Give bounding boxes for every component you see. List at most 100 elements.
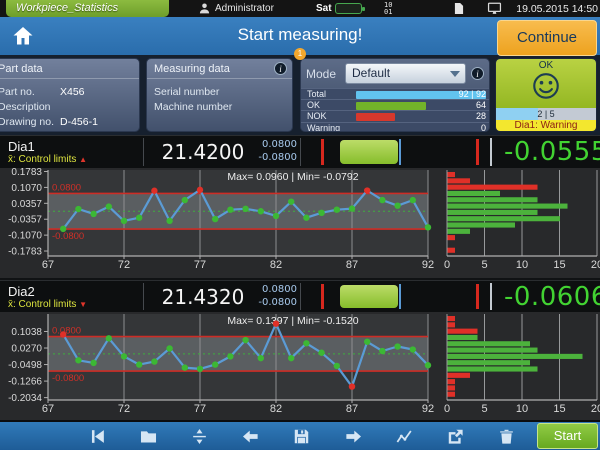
measuring-data-header: Measuring data i xyxy=(147,59,292,79)
stat-row-nok: NOK 28 xyxy=(301,110,489,122)
part-data-panel: Part data Part no. X456 Description Draw… xyxy=(0,58,140,132)
info-panels-row: Part data Part no. X456 Description Draw… xyxy=(0,55,600,135)
trend-chart-button[interactable] xyxy=(392,424,416,448)
arrow-left-button[interactable] xyxy=(239,424,263,448)
svg-text:15: 15 xyxy=(553,403,565,415)
svg-text:77: 77 xyxy=(194,403,206,415)
trend-up-icon: ▲ xyxy=(79,155,88,164)
drawing-no-value: D-456-1 xyxy=(60,116,98,128)
folder-icon xyxy=(141,430,157,442)
mode-panel: Mode Default i Total 92 | 92 OK 64 xyxy=(300,58,490,132)
delete-icon xyxy=(500,429,513,444)
export-button[interactable] xyxy=(443,424,467,448)
user-icon xyxy=(199,3,210,14)
save-button[interactable] xyxy=(290,424,314,448)
svg-text:0.1783: 0.1783 xyxy=(11,168,42,178)
start-button[interactable]: Start xyxy=(537,423,598,449)
svg-text:0: 0 xyxy=(444,403,450,415)
mode-row: Mode Default i xyxy=(301,59,489,88)
svg-text:0.0270: 0.0270 xyxy=(11,344,42,355)
home-icon xyxy=(13,27,33,45)
svg-text:0.0800: 0.0800 xyxy=(52,182,81,193)
mode-info-icon[interactable]: i xyxy=(471,67,484,80)
tab-workpiece-statistics[interactable]: Workpiece_Statistics xyxy=(6,0,169,17)
battery-icon xyxy=(334,3,365,14)
delete-button[interactable] xyxy=(494,424,518,448)
fit-vertical-icon xyxy=(193,428,207,444)
svg-text:Max= 0.0960 | Min= -0.0792: Max= 0.0960 | Min= -0.0792 xyxy=(227,171,358,183)
dia2-value-bar xyxy=(340,285,398,308)
user-indicator[interactable]: Administrator xyxy=(198,0,274,17)
svg-text:-0.0800: -0.0800 xyxy=(52,231,84,242)
io-status-icon[interactable]: 10 01 xyxy=(384,0,393,16)
dia1-trend-chart: 0.0800 -0.0800 0.1783 0.1070 0.0357 -0.0357 -0… xyxy=(8,168,600,271)
arrow-right-icon xyxy=(345,430,361,442)
machine-number-row: Machine number xyxy=(154,101,233,113)
stat-row-ok: OK 64 xyxy=(301,99,489,111)
svg-text:77: 77 xyxy=(194,259,206,271)
warning-message: Dia1: Warning xyxy=(496,120,596,131)
arrow-right-button[interactable] xyxy=(341,424,365,448)
measuring-data-info-icon[interactable]: i xyxy=(274,62,287,75)
battery-day-label: Sat xyxy=(316,3,332,14)
dia2-measured-value: 21.4320 xyxy=(161,285,245,309)
svg-text:20: 20 xyxy=(591,403,600,415)
system-bar: Workpiece_Statistics Administrator Sat 1… xyxy=(0,0,600,17)
nok-bar xyxy=(356,112,395,121)
fit-vertical-button[interactable] xyxy=(188,424,212,448)
svg-text:10: 10 xyxy=(516,403,528,415)
drawing-no-row: Drawing no. D-456-1 xyxy=(0,116,98,128)
svg-text:92: 92 xyxy=(422,259,434,271)
dia1-tolerance-indicator xyxy=(300,136,490,168)
home-button[interactable] xyxy=(10,24,36,48)
dia1-value-bar xyxy=(340,140,398,164)
export-icon xyxy=(448,429,463,444)
measurement-row-dia2: Dia2 x̄: Control limits ▼ 21.4320 0.0800… xyxy=(0,280,600,312)
total-bar xyxy=(356,90,486,99)
svg-text:72: 72 xyxy=(118,259,130,271)
datetime-display: 19.05.2015 14:50 xyxy=(516,2,598,15)
ok-bar xyxy=(356,101,427,110)
svg-text:0.0357: 0.0357 xyxy=(11,199,42,210)
smiley-icon xyxy=(533,73,559,99)
battery-status: Sat xyxy=(316,0,365,17)
toolbar-divider xyxy=(0,420,600,422)
result-statistics: Total 92 | 92 OK 64 NOK 28 Warning xyxy=(301,88,489,131)
bottom-toolbar: Start xyxy=(0,422,600,450)
counter-progress-fill xyxy=(496,108,538,120)
page-title: Start measuring! xyxy=(237,25,363,44)
message-count-badge: 1 xyxy=(294,48,306,60)
part-data-header: Part data xyxy=(0,59,139,79)
continue-button[interactable]: Continue xyxy=(497,20,597,56)
trend-chart-icon xyxy=(396,429,412,443)
trend-down-icon: ▼ xyxy=(79,300,88,309)
serial-number-row: Serial number xyxy=(154,86,220,98)
dia1-control-limits-status: x̄: Control limits ▲ xyxy=(8,154,88,165)
arrow-left-icon xyxy=(243,430,258,442)
dia2-tolerance-indicator xyxy=(300,281,490,312)
svg-text:Max= 0.1397 | Min= -0.1520: Max= 0.1397 | Min= -0.1520 xyxy=(227,315,358,327)
skip-to-start-button[interactable] xyxy=(86,424,110,448)
overall-status-box: OK xyxy=(496,59,596,108)
monitor-icon[interactable] xyxy=(486,1,503,16)
skip-to-start-icon xyxy=(92,429,104,443)
part-no-value: X456 xyxy=(60,86,85,98)
svg-text:0: 0 xyxy=(444,259,450,271)
svg-text:0.0800: 0.0800 xyxy=(52,326,81,337)
svg-text:87: 87 xyxy=(346,403,358,415)
toolbar-icons xyxy=(72,422,532,450)
svg-text:10: 10 xyxy=(516,259,528,271)
mode-dropdown[interactable]: Default xyxy=(345,63,466,84)
folder-button[interactable] xyxy=(137,424,161,448)
status-panel: OK 2 | 5 Dia1: Warning xyxy=(495,58,597,132)
status-label: OK xyxy=(538,60,554,71)
svg-text:15: 15 xyxy=(553,259,565,271)
svg-text:5: 5 xyxy=(481,403,487,415)
mode-selected-value: Default xyxy=(352,66,391,80)
description-row: Description xyxy=(0,101,51,113)
svg-text:-0.0498: -0.0498 xyxy=(8,360,42,371)
document-icon[interactable] xyxy=(452,1,466,16)
svg-text:-0.1266: -0.1266 xyxy=(8,377,42,388)
svg-text:72: 72 xyxy=(118,403,130,415)
